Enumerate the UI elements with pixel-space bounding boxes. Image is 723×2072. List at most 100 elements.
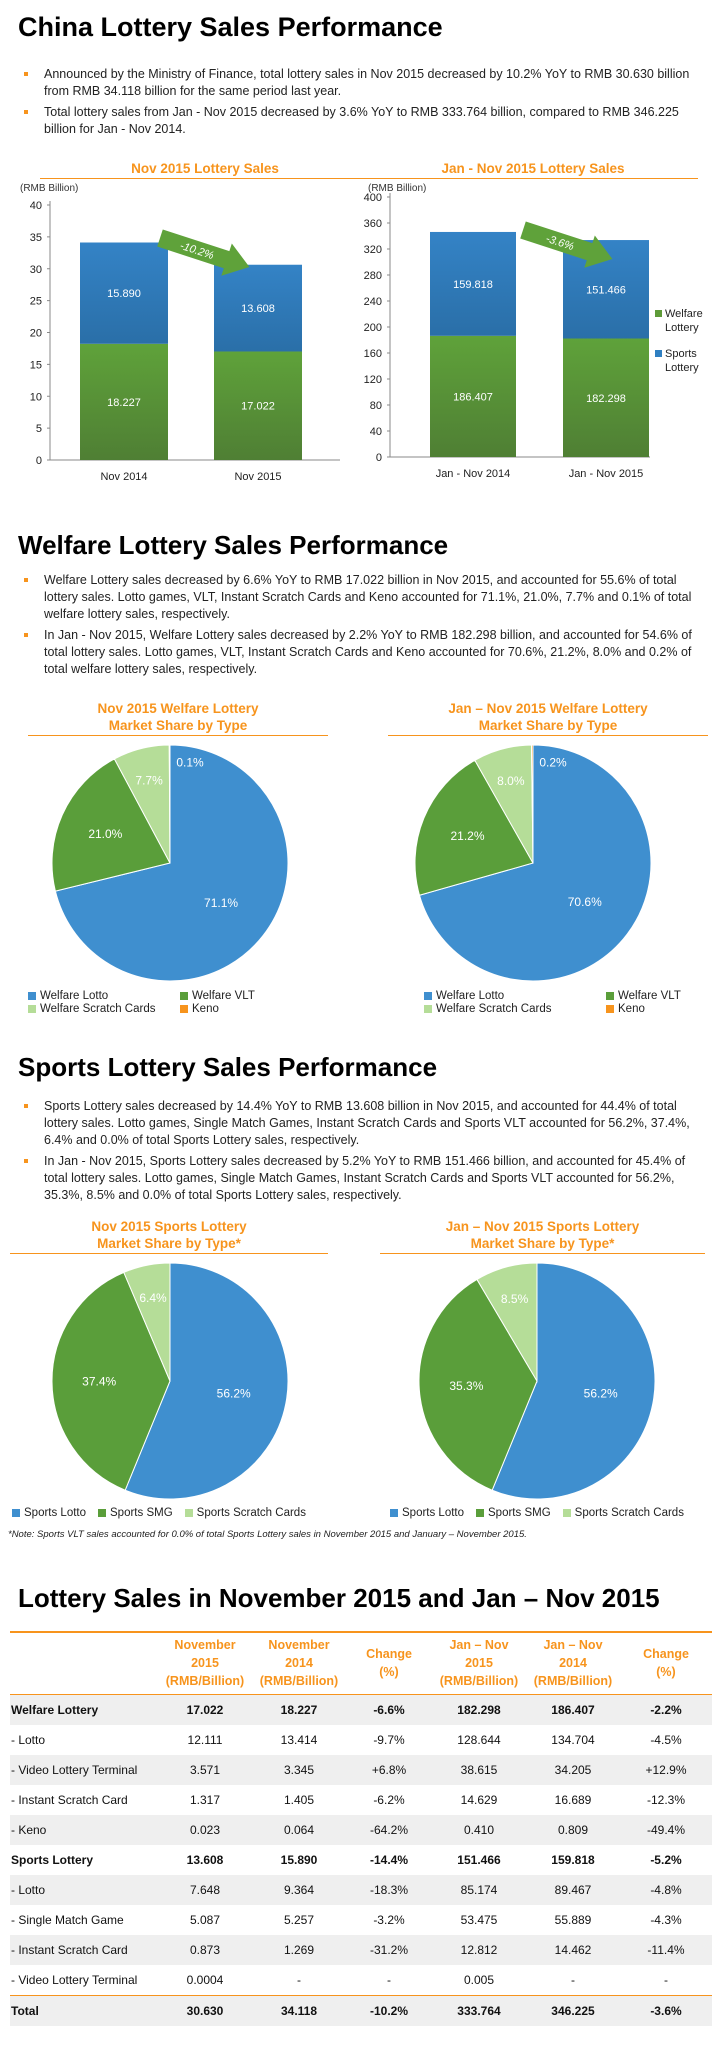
title-line: Market Share by Type* [470,1236,615,1251]
welfare-pie-2: 70.6% 21.2% 8.0% 0.2% [414,744,652,982]
pie-slice [491,1262,656,1500]
pie-slice [168,744,171,864]
slice-label: 35.3% [449,1379,483,1393]
table-cell: -4.8% [620,1875,712,1905]
table-top-rule [10,1631,712,1633]
welfare-pie-1: 71.1% 21.0% 7.7% 0.1% [51,744,289,982]
bar-chart-1-ylabel: (RMB Billion) [20,183,79,194]
legend-label: Sports Lotto [24,1507,87,1519]
table-cell: 34.118 [252,1995,346,2026]
table-row: Total 30.630 34.118 -10.2% 333.764 346.225 -3.… [10,1995,712,2026]
pie-slice [418,744,652,982]
y-tick-label: 240 [364,296,382,308]
legend-label: Sports Lotto [402,1507,465,1519]
title-line: Jan – Nov 2015 Welfare Lottery [448,701,648,716]
data-label: 15.890 [107,288,141,300]
pie-slice [124,1262,289,1500]
summary-bullets: Announced by the Ministry of Finance, to… [22,66,712,142]
table-cell: 12.111 [187,1733,223,1747]
legend-label: Lottery [665,322,699,334]
table-cell: 0.023 [158,1815,252,1845]
table-cell: 13.608 [186,1853,224,1867]
sports-pie-2-title: Jan – Nov 2015 Sports Lottery Market Sha… [380,1218,705,1252]
table-cell: 14.462 [526,1935,620,1965]
legend-swatch [476,1509,485,1517]
table-cell: +6.8% [346,1755,432,1785]
row-label: - Video Lottery Terminal [10,1755,158,1785]
table-cell: 159.818 [551,1853,595,1867]
table-cell: -5.2% [650,1853,682,1867]
table-row: - Lotto 12.111 13.414 -9.7% 128.644 134.704 -4… [10,1725,712,1755]
table-cell: 12.812 [432,1935,526,1965]
y-tick-label: 5 [36,423,42,435]
data-label: 159.818 [453,279,493,291]
table-row: - Video Lottery Terminal 3.571 3.345 +6.8% 3… [10,1755,712,1785]
y-tick-label: 360 [364,218,382,230]
table-cell: 34.205 [526,1755,620,1785]
legend-swatch [390,1509,398,1517]
row-label: - Instant Scratch Card [10,1935,158,1965]
bar-sports [430,231,516,336]
legend-label: Keno [192,1003,219,1015]
bullet: Welfare Lottery sales decreased by 6.6% … [22,572,712,623]
legend-swatch [424,1005,432,1013]
sports-pie-1-legend: Sports Lotto Sports SMG Sports Scratch Car… [12,1507,342,1520]
data-label: 182.298 [586,393,626,405]
y-tick-label: 15 [30,359,42,371]
title-line: Nov 2015 Welfare Lottery [97,701,259,716]
sales-table: November 2015 (RMB/Billion) November 2014 (RM… [10,1632,712,2026]
y-tick-label: 160 [364,348,382,360]
title-line: Jan – Nov 2015 Sports Lottery [445,1219,640,1234]
y-tick-label: 25 [30,296,42,308]
sports-pie-1: 56.2% 37.4% 6.4% [51,1262,289,1500]
slice-label: 0.1% [176,756,204,770]
y-tick-label: 30 [30,264,42,276]
table-cell: 55.889 [554,1913,592,1927]
legend-label: Sports SMG [488,1507,551,1519]
pie-slice [51,758,171,892]
y-tick-label: 0 [36,455,42,467]
welfare-pie-2-legend: Welfare Lotto Welfare VLT Welfare Scratch… [424,990,714,1016]
slice-label: 6.4% [139,1291,167,1305]
table-cell: -6.6% [346,1694,432,1725]
table-cell: -9.7% [373,1733,405,1747]
table-cell: -11.4% [620,1935,712,1965]
bar-chart-2-rule [368,178,698,179]
table-cell: 9.364 [252,1875,346,1905]
table-cell: -6.2% [373,1793,405,1807]
table-cell: - [571,1973,575,1987]
page-title: China Lottery Sales Performance [18,12,443,42]
legend-swatch [562,1509,571,1517]
column-header: Change (%) [366,1647,412,1679]
table-cell: - [297,1973,301,1987]
legend-label: Welfare Lotto [436,990,505,1002]
bar-chart-2-ylabel: (RMB Billion) [368,183,427,194]
table-cell: 85.174 [432,1875,526,1905]
x-tick-label: Nov 2014 [100,471,147,483]
table-cell: 18.227 [252,1694,346,1725]
column-header: Change (%) [643,1647,689,1679]
slice-label: 56.2% [584,1387,618,1401]
sports-pie-2-rule [380,1253,705,1254]
legend-swatch [180,992,188,1000]
welfare-pie-2-rule [388,735,708,736]
legend-swatch [28,992,36,1000]
table-cell: -10.2% [346,1995,432,2026]
row-label: - Instant Scratch Card [11,1793,128,1807]
table-row: - Keno 0.023 0.064 -64.2% 0.410 0.809 -49.4% [10,1815,712,1845]
bullet: Sports Lottery sales decreased by 14.4% … [22,1098,712,1149]
sports-pie-2-legend: Sports Lotto Sports SMG Sports Scratch Car… [390,1507,720,1520]
table-cell: +12.9% [620,1755,712,1785]
column-header: Jan – Nov 2015 (RMB/Billion) [439,1638,519,1688]
table-header-row: November 2015 (RMB/Billion) November 2014 (RM… [10,1632,712,1695]
table-cell: 151.466 [457,1853,501,1867]
legend-label: Keno [618,1003,645,1015]
slice-label: 7.7% [135,774,163,788]
table-cell: 16.689 [554,1793,592,1807]
row-label: Welfare Lottery [10,1694,158,1725]
bar-welfare [430,335,516,457]
sports-pie-2: 56.2% 35.3% 8.5% [418,1262,656,1500]
y-tick-label: 400 [364,192,382,204]
welfare-pie-1-legend: Welfare Lotto Welfare VLT Welfare Scratch… [28,990,328,1016]
bar-welfare [214,351,302,460]
